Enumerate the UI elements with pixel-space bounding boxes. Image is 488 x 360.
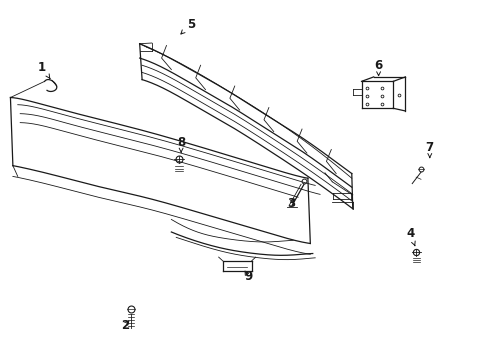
Text: 5: 5 [181,18,195,34]
Text: 7: 7 [425,141,433,158]
Text: 9: 9 [244,270,252,283]
Text: 4: 4 [406,227,414,246]
Text: 3: 3 [286,197,294,210]
Text: 1: 1 [38,60,50,79]
Text: 6: 6 [374,59,382,76]
Text: 8: 8 [177,136,185,152]
Text: 2: 2 [121,319,129,332]
